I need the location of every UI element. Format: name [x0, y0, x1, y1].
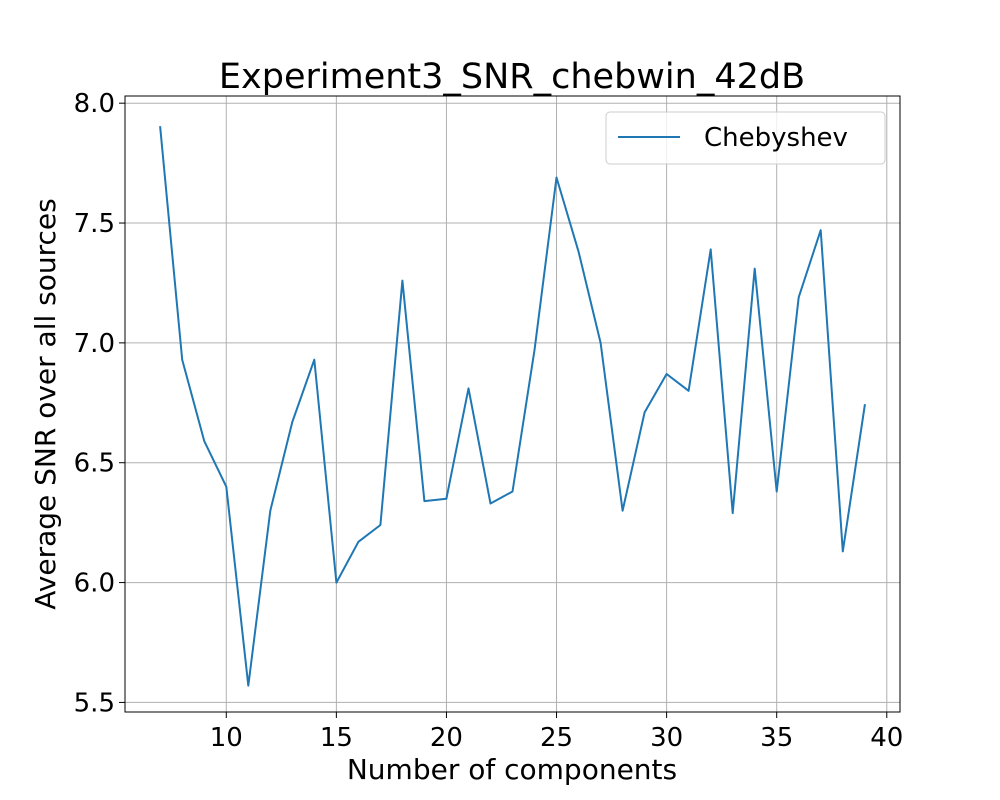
y-axis-label: Average SNR over all sources: [29, 198, 62, 609]
y-tick-label: 7.5: [74, 209, 115, 239]
legend-label-chebyshev: Chebyshev: [704, 123, 848, 153]
y-tick-label: 5.5: [74, 688, 115, 718]
y-tick-label: 7.0: [74, 329, 115, 359]
x-tick-label: 20: [430, 723, 463, 753]
x-tick-label: 10: [210, 723, 243, 753]
series-layer: [159, 126, 866, 687]
legend-box: [605, 111, 886, 165]
x-tick-label: 25: [540, 723, 573, 753]
x-axis-label: Number of components: [347, 753, 677, 786]
chart-title: Experiment3_SNR_chebwin_42dB: [219, 57, 805, 97]
y-tick-label: 6.0: [74, 569, 115, 599]
grid: [125, 96, 900, 712]
ticks: 10 15 20 25 30 35 40 5.5 6.0 6.5 7.0 7.5 8.0: [74, 89, 904, 753]
plot-frame: [124, 95, 901, 713]
y-tick-label: 8.0: [74, 89, 115, 119]
x-tick-label: 35: [760, 723, 793, 753]
legend: Chebyshev: [605, 111, 886, 165]
series-line-chebyshev: [159, 126, 866, 687]
y-tick-label: 6.5: [74, 449, 115, 479]
x-tick-label: 15: [320, 723, 353, 753]
x-tick-label: 40: [870, 723, 903, 753]
x-tick-label: 30: [650, 723, 683, 753]
